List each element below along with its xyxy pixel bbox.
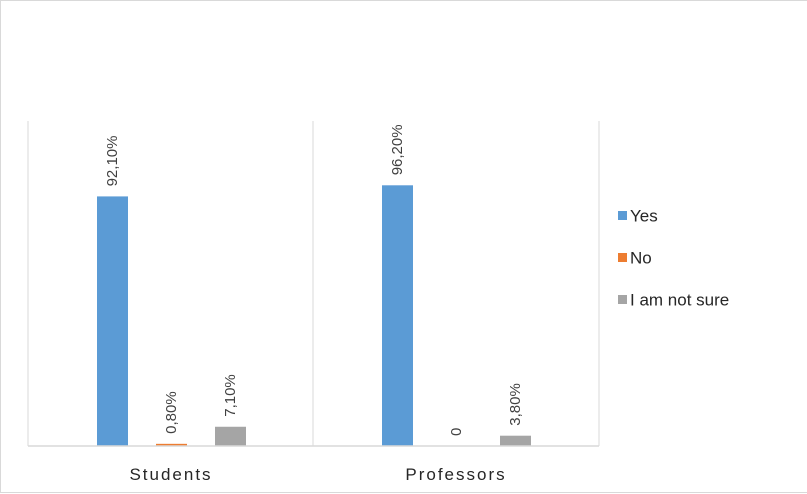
data-label: 7,10% [222, 374, 239, 417]
legend-label: Yes [630, 207, 658, 226]
bar-students-0 [97, 196, 128, 446]
bar-students-2 [215, 426, 246, 446]
category-label: Professors [405, 465, 506, 484]
bar-professors-2 [500, 435, 531, 446]
legend-swatch [618, 295, 627, 304]
data-label: 3,80% [507, 383, 524, 426]
data-label: 0 [448, 428, 465, 436]
bar-professors-0 [382, 185, 413, 446]
category-label: Students [129, 465, 212, 484]
legend-label: I am not sure [630, 291, 729, 310]
bar-students-1 [156, 443, 187, 446]
legend-swatch [618, 253, 627, 262]
legend-label: No [630, 249, 652, 268]
data-label: 0,80% [163, 391, 180, 434]
data-label: 92,10% [104, 136, 121, 187]
legend-swatch [618, 211, 627, 220]
data-label: 96,20% [389, 124, 406, 175]
